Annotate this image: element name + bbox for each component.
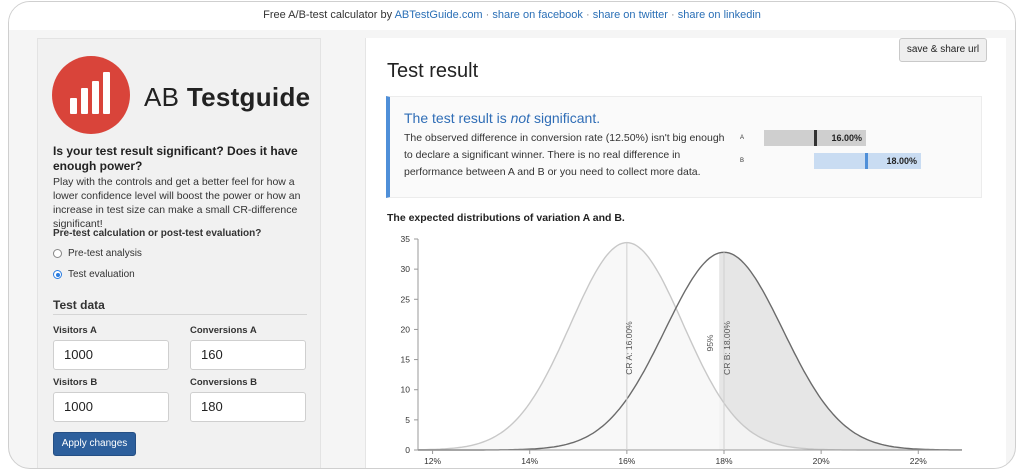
share-linkedin-link[interactable]: share on linkedin [677, 9, 761, 21]
window-frame: Free A/B-test calculator by ABTestGuide.… [8, 1, 1016, 469]
conversions-a-label: Conversions A [190, 325, 257, 336]
logo-prefix: AB [144, 82, 180, 112]
top-share-bar: Free A/B-test calculator by ABTestGuide.… [9, 2, 1015, 30]
intro-description: Play with the controls and get a better … [53, 176, 301, 230]
headline-end: significant. [530, 110, 601, 126]
headline-emphasis: not [510, 110, 531, 126]
variant-b-cr-value: 18.00% [886, 156, 917, 166]
y-tick-label: 0 [405, 445, 410, 455]
cr-annotation-label: CR A: 16.00% [624, 321, 634, 375]
logo-bars-icon [52, 56, 130, 134]
separator: · [485, 9, 490, 21]
headline-start: The test result is [404, 110, 511, 126]
variant-a-marker [814, 130, 817, 146]
topbar-prefix: Free A/B-test calculator by [263, 9, 393, 21]
mode-label: Pre-test calculation or post-test evalua… [53, 228, 262, 239]
variant-b-cr-bar: 18.00% [814, 153, 921, 169]
distribution-chart: 0 5 10 15 20 25 30 35 12% 14% 16% 18% 20% 22% CR A: 16… [401, 234, 962, 466]
page-title: Test result [387, 60, 479, 82]
y-tick-label: 20 [401, 324, 411, 334]
separator: · [585, 9, 590, 21]
chart-title: The expected distributions of variation … [387, 212, 625, 224]
radio-button-checked[interactable] [53, 270, 62, 279]
y-tick-label: 10 [401, 385, 411, 395]
series-a-area [418, 242, 962, 450]
x-tick-label: 12% [424, 456, 441, 466]
save-share-url-button[interactable]: save & share url [899, 38, 987, 62]
sidebar-panel: AB Testguide Is your test result signifi… [37, 38, 321, 468]
y-tick-label: 30 [401, 264, 411, 274]
conversions-b-label: Conversions B [190, 377, 258, 388]
conversions-a-input[interactable]: 160 [190, 340, 306, 370]
result-explanation: The observed difference in conversion ra… [404, 132, 725, 178]
visitors-a-label: Visitors A [53, 325, 97, 336]
variant-a-cr-value: 16.00% [831, 133, 862, 143]
radio-label: Test evaluation [68, 269, 135, 280]
x-tick-label: 18% [715, 456, 732, 466]
shaded-significance-area [719, 252, 962, 450]
divider [53, 314, 307, 315]
logo-wordmark: AB Testguide [144, 82, 310, 113]
y-tick-label: 15 [401, 355, 411, 365]
visitors-b-input[interactable]: 1000 [53, 392, 169, 422]
radio-test-evaluation[interactable]: Test evaluation [53, 269, 135, 280]
radio-button[interactable] [53, 249, 62, 258]
site-link[interactable]: ABTestGuide.com [394, 9, 483, 21]
result-headline: The test result is not significant. [404, 110, 600, 126]
visitors-b-label: Visitors B [53, 377, 98, 388]
variant-b-marker [865, 153, 868, 169]
cr-annotation-label: CR B: 18.00% [722, 321, 732, 375]
y-tick-label: 25 [401, 294, 411, 304]
y-tick-label: 35 [401, 234, 411, 244]
cr-annotation-label: 95% [705, 334, 715, 351]
conversions-b-input[interactable]: 180 [190, 392, 306, 422]
radio-pre-test[interactable]: Pre-test analysis [53, 248, 142, 259]
x-tick-label: 20% [813, 456, 830, 466]
result-panel: save & share url Test result The test re… [365, 38, 1006, 468]
variant-a-label: A [740, 135, 745, 141]
apply-changes-button[interactable]: Apply changes [53, 432, 136, 456]
y-tick-label: 5 [405, 415, 410, 425]
radio-label: Pre-test analysis [68, 248, 142, 259]
x-tick-label: 22% [910, 456, 927, 466]
result-callout: The test result is not significant. The … [386, 96, 982, 198]
share-twitter-link[interactable]: share on twitter [592, 9, 668, 21]
intro-question: Is your test result significant? Does it… [53, 144, 298, 173]
visitors-a-input[interactable]: 1000 [53, 340, 169, 370]
x-tick-label: 16% [618, 456, 635, 466]
test-data-title: Test data [53, 298, 105, 312]
separator: · [670, 9, 675, 21]
variant-b-label: B [740, 158, 745, 164]
logo-bold: Testguide [186, 82, 311, 112]
variant-a-cr-bar: 16.00% [764, 130, 866, 146]
share-facebook-link[interactable]: share on facebook [492, 9, 583, 21]
x-tick-label: 14% [521, 456, 538, 466]
